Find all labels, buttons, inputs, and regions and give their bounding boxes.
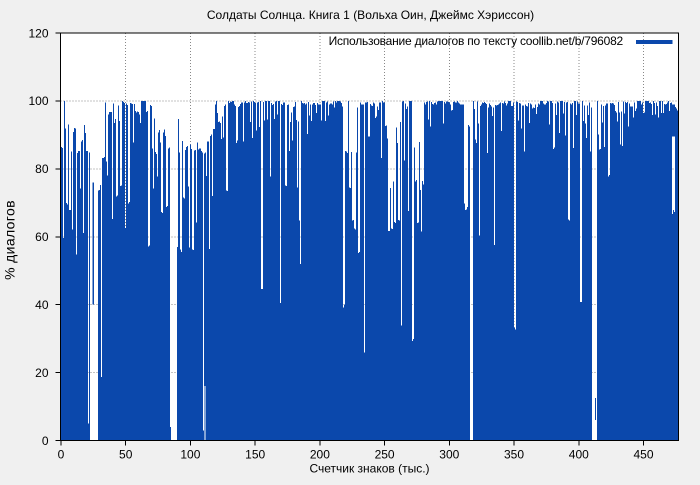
svg-text:400: 400 (569, 447, 589, 461)
svg-text:Использование диалогов по текс: Использование диалогов по тексту coollib… (329, 34, 624, 48)
svg-text:80: 80 (35, 162, 49, 176)
svg-text:Солдаты Солнца. Книга 1 (Вольх: Солдаты Солнца. Книга 1 (Вольха Оин, Дже… (207, 8, 534, 22)
svg-text:% диалогов: % диалогов (2, 200, 18, 280)
svg-text:40: 40 (35, 298, 49, 312)
svg-text:200: 200 (310, 447, 330, 461)
svg-text:250: 250 (375, 447, 395, 461)
svg-text:350: 350 (504, 447, 524, 461)
svg-text:120: 120 (28, 26, 48, 40)
svg-text:50: 50 (119, 447, 133, 461)
svg-text:450: 450 (633, 447, 653, 461)
svg-text:100: 100 (180, 447, 200, 461)
svg-text:300: 300 (439, 447, 459, 461)
svg-text:60: 60 (35, 230, 49, 244)
svg-text:Счетчик знаков (тыс.): Счетчик знаков (тыс.) (309, 461, 429, 475)
svg-text:100: 100 (28, 94, 48, 108)
svg-text:0: 0 (58, 447, 65, 461)
svg-text:20: 20 (35, 366, 49, 380)
svg-text:150: 150 (245, 447, 265, 461)
svg-text:0: 0 (42, 434, 49, 448)
